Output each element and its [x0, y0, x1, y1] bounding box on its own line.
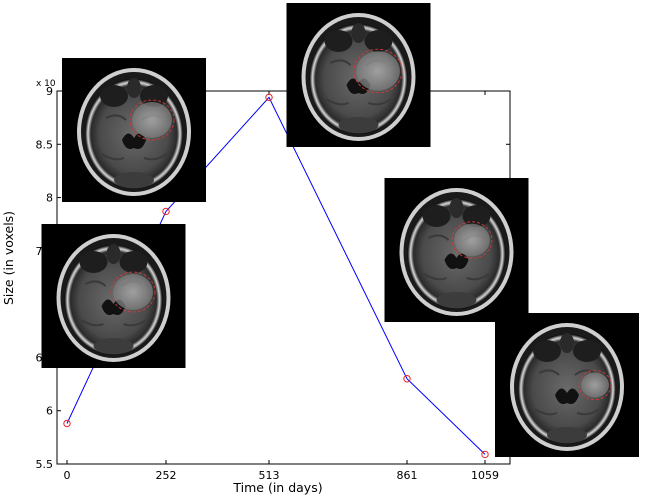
mri-insets — [41, 3, 639, 457]
tumor-outline — [451, 221, 493, 259]
data-point — [162, 207, 170, 216]
x-tick-label: 252 — [156, 469, 177, 482]
y-tick-label: 5.5 — [36, 458, 54, 471]
mri-inset-1 — [41, 224, 186, 368]
tumor-region — [113, 274, 153, 310]
y-multiplier: x 10 — [36, 79, 56, 89]
y-tick-label: 6 — [46, 405, 53, 418]
x-tick-label: 1059 — [471, 469, 499, 482]
x-tick-label: 513 — [259, 469, 280, 482]
tumor-region — [581, 372, 609, 398]
x-axis-label: Time (in days) — [232, 480, 322, 495]
mri-inset-2 — [62, 58, 206, 202]
mri-inset-5 — [495, 313, 639, 457]
tumor-region — [454, 223, 490, 257]
data-point — [481, 450, 489, 459]
mri-inset-3 — [286, 3, 431, 147]
data-point — [403, 375, 411, 383]
x-tick-label: 0 — [64, 469, 71, 482]
mri-inset-4 — [384, 178, 529, 322]
x-tick-label: 861 — [397, 469, 418, 482]
y-tick-label: 8 — [46, 192, 53, 205]
data-point — [265, 93, 273, 102]
mri-image — [62, 58, 206, 202]
y-tick-label: 8.5 — [36, 138, 54, 151]
mri-image — [41, 224, 186, 368]
data-point — [63, 419, 71, 428]
tumor-outline — [129, 99, 175, 141]
tumor-region — [132, 102, 172, 138]
mri-image — [495, 313, 639, 457]
mri-image — [384, 178, 529, 322]
labels: x 10 4 Time (in days) Size (in voxels) — [1, 73, 323, 495]
tumor-region — [356, 51, 400, 91]
tumor-outline — [110, 271, 156, 313]
tumor-outline — [353, 48, 403, 94]
y-axis-label: Size (in voxels) — [1, 211, 16, 305]
y-multiplier-exponent: 4 — [63, 73, 67, 81]
tumor-outline — [578, 369, 612, 401]
y-tick-label: 9 — [46, 85, 53, 98]
